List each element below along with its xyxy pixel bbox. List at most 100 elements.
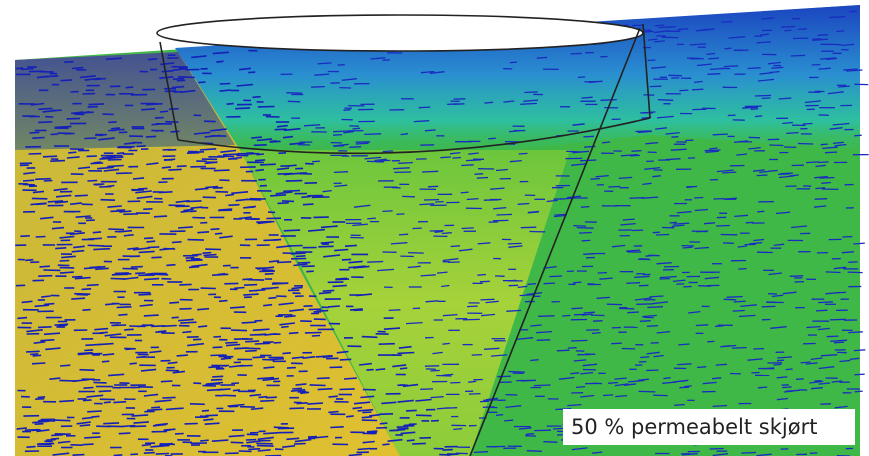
- flow-arrow: [137, 146, 146, 147]
- flow-arrow: [147, 241, 156, 242]
- flow-arrow: [770, 72, 780, 73]
- flow-arrow: [806, 327, 820, 328]
- flow-arrow: [253, 329, 270, 330]
- flow-arrow: [48, 201, 63, 202]
- flow-arrow: [764, 368, 774, 369]
- flow-arrow: [383, 211, 393, 212]
- flow-arrow: [230, 307, 245, 308]
- flow-arrow: [283, 191, 300, 192]
- flow-arrow: [848, 272, 863, 273]
- flow-arrow: [213, 347, 223, 348]
- flow-arrow: [235, 348, 249, 349]
- flow-arrow: [461, 165, 474, 166]
- flow-arrow: [166, 409, 176, 410]
- flow-arrow: [584, 146, 596, 147]
- flow-arrow: [235, 108, 250, 109]
- flow-arrow: [297, 403, 308, 404]
- flow-arrow: [111, 128, 120, 129]
- flow-arrow: [334, 146, 345, 147]
- flow-arrow: [294, 444, 306, 445]
- flow-arrow: [557, 350, 570, 351]
- flow-arrow: [389, 310, 401, 311]
- flow-arrow: [154, 216, 167, 217]
- flow-arrow: [422, 171, 438, 172]
- flow-arrow: [477, 275, 486, 276]
- flow-arrow: [573, 226, 586, 227]
- flow-arrow: [26, 447, 35, 448]
- flow-arrow: [477, 178, 488, 179]
- flow-arrow: [508, 372, 525, 373]
- flow-arrow: [590, 364, 598, 365]
- flow-arrow: [188, 240, 205, 241]
- flow-arrow: [381, 402, 396, 403]
- flow-arrow: [435, 202, 444, 203]
- flow-arrow: [508, 243, 522, 244]
- flow-arrow: [722, 172, 736, 173]
- flow-arrow: [656, 235, 669, 236]
- flow-arrow: [55, 248, 66, 249]
- flow-arrow: [443, 450, 453, 451]
- flow-arrow: [671, 137, 678, 138]
- flow-arrow: [639, 391, 656, 392]
- flow-arrow: [583, 254, 594, 255]
- flow-arrow: [108, 160, 122, 161]
- flow-arrow: [147, 409, 162, 410]
- flow-arrow: [231, 383, 239, 384]
- flow-arrow: [50, 161, 65, 162]
- flow-arrow: [527, 451, 542, 452]
- flow-arrow: [549, 276, 562, 277]
- flow-arrow: [312, 161, 320, 162]
- flow-arrow: [80, 370, 95, 371]
- flow-arrow: [543, 442, 557, 443]
- flow-arrow: [289, 333, 299, 334]
- flow-arrow: [544, 283, 555, 284]
- flow-arrow: [155, 118, 164, 119]
- flow-arrow: [640, 321, 651, 322]
- flow-arrow: [100, 332, 108, 333]
- flow-arrow: [484, 102, 493, 103]
- flow-arrow: [652, 176, 661, 177]
- flow-arrow: [104, 402, 111, 403]
- flow-arrow: [220, 84, 231, 85]
- flow-arrow: [733, 311, 745, 312]
- flow-arrow: [472, 355, 482, 356]
- flow-arrow: [758, 387, 767, 388]
- flow-arrow: [114, 455, 123, 456]
- flow-arrow: [768, 171, 777, 172]
- flow-arrow: [362, 337, 378, 338]
- flow-arrow: [166, 265, 175, 266]
- flow-arrow: [741, 453, 756, 454]
- flow-arrow: [141, 109, 155, 110]
- flow-arrow: [168, 362, 178, 363]
- flow-arrow: [35, 305, 49, 306]
- flow-arrow: [223, 154, 240, 155]
- flow-arrow: [356, 143, 369, 144]
- flow-arrow: [160, 444, 175, 445]
- flow-arrow: [78, 353, 93, 354]
- flow-arrow: [608, 187, 620, 188]
- flow-arrow: [562, 315, 570, 316]
- flow-arrow: [670, 222, 677, 223]
- flow-arrow: [270, 141, 281, 142]
- flow-arrow: [164, 429, 175, 430]
- flow-arrow: [591, 179, 600, 180]
- flow-arrow: [292, 388, 302, 389]
- flow-arrow: [272, 283, 289, 284]
- flow-arrow: [275, 129, 287, 130]
- flow-arrow: [567, 271, 574, 272]
- flow-arrow: [268, 298, 276, 299]
- flow-arrow: [777, 377, 788, 378]
- flow-arrow: [428, 186, 438, 187]
- flow-arrow: [87, 411, 102, 412]
- flow-arrow: [504, 420, 513, 421]
- flow-arrow: [51, 435, 63, 436]
- flow-arrow: [611, 343, 622, 344]
- flow-arrow: [306, 271, 313, 272]
- flow-arrow: [260, 401, 274, 402]
- flow-arrow: [710, 449, 724, 450]
- flow-arrow: [38, 108, 52, 109]
- flow-arrow: [518, 204, 530, 205]
- flow-arrow: [45, 76, 58, 77]
- flow-arrow: [179, 284, 191, 285]
- flow-arrow: [748, 68, 761, 69]
